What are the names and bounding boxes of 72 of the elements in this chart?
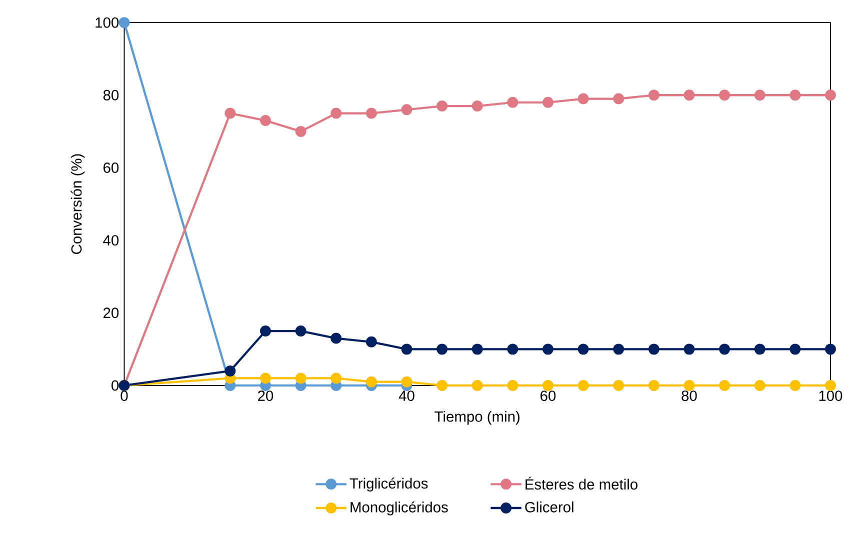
point bbox=[754, 380, 766, 391]
point bbox=[824, 344, 836, 355]
point bbox=[260, 325, 271, 336]
x-tick-label: 0 bbox=[120, 390, 128, 401]
point bbox=[118, 16, 130, 28]
point bbox=[719, 90, 730, 101]
point bbox=[330, 108, 342, 119]
y-axis-title: Conversión (%) bbox=[70, 154, 85, 254]
point bbox=[401, 376, 412, 388]
point bbox=[366, 336, 377, 348]
point bbox=[578, 93, 589, 104]
y-tick-label: 100 bbox=[96, 17, 119, 28]
point bbox=[260, 372, 271, 384]
legend-label: Ésteres de metilo bbox=[526, 476, 638, 490]
point bbox=[754, 90, 766, 101]
point bbox=[790, 90, 801, 101]
point bbox=[401, 104, 412, 116]
x-tick-label: 20 bbox=[258, 390, 274, 401]
point bbox=[719, 380, 730, 391]
point bbox=[684, 344, 695, 355]
point bbox=[295, 126, 306, 137]
point bbox=[507, 96, 518, 108]
point bbox=[578, 344, 589, 355]
point bbox=[684, 90, 695, 101]
point bbox=[684, 380, 695, 391]
legend-label: Monoglicéridos bbox=[350, 501, 448, 516]
point bbox=[436, 344, 448, 355]
point bbox=[224, 365, 236, 376]
point bbox=[613, 380, 624, 391]
point bbox=[224, 108, 236, 119]
point bbox=[295, 325, 306, 336]
point bbox=[790, 344, 801, 355]
point bbox=[542, 96, 554, 108]
y-tick-label: 0 bbox=[112, 380, 119, 391]
point bbox=[648, 344, 660, 355]
legend-label: Glicerol bbox=[525, 501, 574, 512]
point bbox=[472, 380, 483, 391]
point bbox=[330, 372, 342, 384]
point bbox=[330, 332, 342, 344]
y-tick-label: 80 bbox=[103, 90, 119, 100]
point bbox=[613, 93, 624, 104]
y-tick-label: 40 bbox=[103, 234, 119, 246]
point bbox=[824, 380, 836, 391]
point bbox=[542, 344, 554, 355]
legend-label: Triglicéridos bbox=[350, 478, 428, 492]
point bbox=[790, 380, 801, 391]
point bbox=[401, 344, 412, 355]
x-axis-title: Tiempo (min) bbox=[434, 410, 520, 425]
point bbox=[507, 344, 518, 355]
x-tick-label: 100 bbox=[819, 390, 842, 401]
x-tick-label: 60 bbox=[540, 390, 556, 401]
point bbox=[295, 372, 306, 384]
point bbox=[472, 100, 483, 112]
point bbox=[824, 90, 836, 101]
x-tick-label: 80 bbox=[682, 390, 697, 401]
point bbox=[507, 380, 518, 391]
point bbox=[754, 344, 766, 355]
point bbox=[648, 380, 660, 391]
point bbox=[366, 376, 377, 388]
point bbox=[578, 380, 589, 391]
point bbox=[260, 114, 271, 126]
point bbox=[436, 380, 448, 391]
point bbox=[472, 344, 483, 355]
point bbox=[542, 380, 554, 391]
point bbox=[648, 90, 660, 101]
y-tick-label: 20 bbox=[104, 308, 119, 318]
point bbox=[613, 344, 624, 355]
point bbox=[436, 100, 448, 112]
y-tick-label: 60 bbox=[104, 162, 119, 173]
point bbox=[719, 344, 730, 355]
x-tick-label: 40 bbox=[398, 390, 414, 401]
point bbox=[366, 108, 377, 119]
